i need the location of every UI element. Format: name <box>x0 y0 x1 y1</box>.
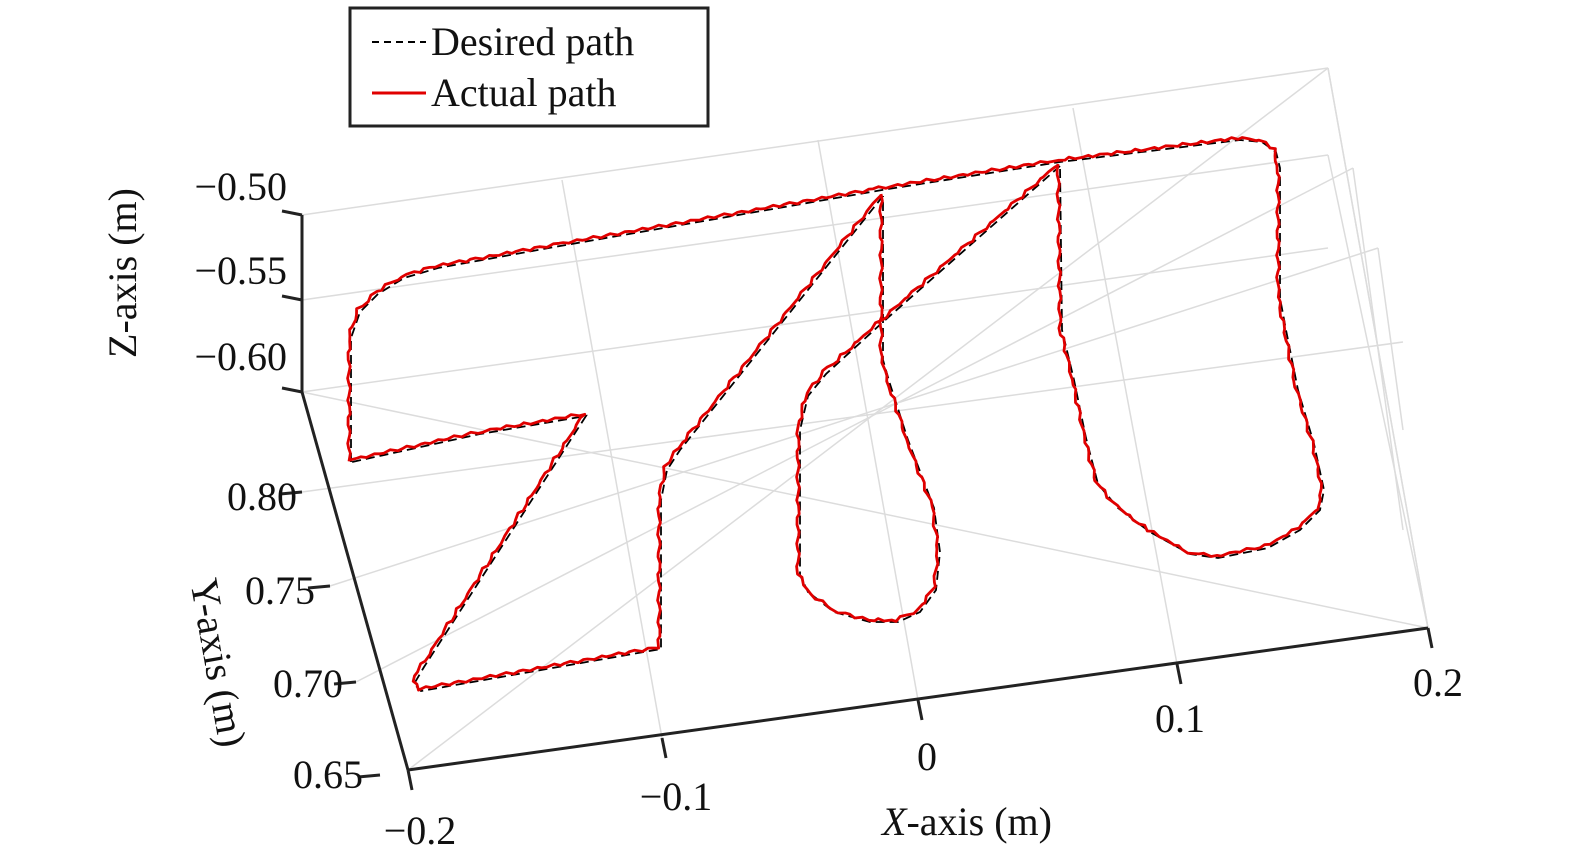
y-tick-mark <box>333 680 357 686</box>
x-tick-mark <box>1175 663 1183 685</box>
grid-lines <box>301 67 1429 771</box>
y-tick-label: 0.80 <box>227 474 297 519</box>
x-tick-mark <box>406 769 414 791</box>
grid-line <box>561 179 663 739</box>
grid-line <box>1377 247 1404 431</box>
z-tick-label: −0.60 <box>194 334 287 379</box>
y-tick-label: 0.65 <box>293 752 363 797</box>
grid-line <box>301 391 1429 629</box>
axes <box>279 209 1434 791</box>
x-tick-mark <box>916 699 924 721</box>
legend: Desired path Actual path <box>348 6 710 128</box>
grid-line <box>301 247 1329 393</box>
x-tick-label: 0.2 <box>1413 660 1463 705</box>
z-tick-mark <box>281 294 303 302</box>
grid-line <box>301 67 1329 216</box>
z-tick-mark <box>281 386 303 394</box>
grid-line <box>1352 167 1404 531</box>
grid-line <box>301 154 1329 301</box>
x-axis-unit-text: -axis (m) <box>906 799 1052 844</box>
x-tick-label: −0.1 <box>640 774 713 819</box>
path-lines <box>346 136 1325 692</box>
grid-line <box>355 167 1354 683</box>
y-tick-mark <box>307 584 331 590</box>
x-tick-mark <box>660 737 668 759</box>
legend-label-desired: Desired path <box>431 19 634 64</box>
y-axis-line <box>300 391 410 771</box>
x-axis-label: X-axis (m) <box>880 799 1052 844</box>
grid-line <box>1327 154 1429 629</box>
z-tick-label: −0.50 <box>194 164 287 209</box>
x-axis-line <box>407 626 1429 772</box>
y-tick-label: 0.75 <box>245 568 315 613</box>
actual-path-line <box>795 164 1059 623</box>
legend-label-actual: Actual path <box>431 70 617 115</box>
x-tick-mark <box>1426 627 1434 649</box>
grid-line <box>817 139 919 701</box>
y-tick-label: 0.70 <box>273 661 343 706</box>
y-tick-mark <box>357 773 381 779</box>
y-tick-mark <box>279 490 303 496</box>
z-tick-mark <box>281 209 303 217</box>
grid-line <box>301 341 1404 493</box>
x-tick-label: 0 <box>917 734 937 779</box>
z-tick-label: −0.55 <box>194 248 287 293</box>
grid-line <box>1072 107 1178 665</box>
x-tick-label: −0.2 <box>384 808 457 853</box>
legend-box <box>348 6 710 128</box>
desired-path-line <box>351 195 884 692</box>
x-tick-label: 0.1 <box>1155 696 1205 741</box>
z-axis-label: Z-axis (m) <box>100 188 145 358</box>
actual-path-line <box>349 194 882 692</box>
x-axis-variable: X <box>880 799 908 844</box>
actual-path-line <box>346 136 1323 558</box>
desired-path-line <box>350 139 1325 559</box>
